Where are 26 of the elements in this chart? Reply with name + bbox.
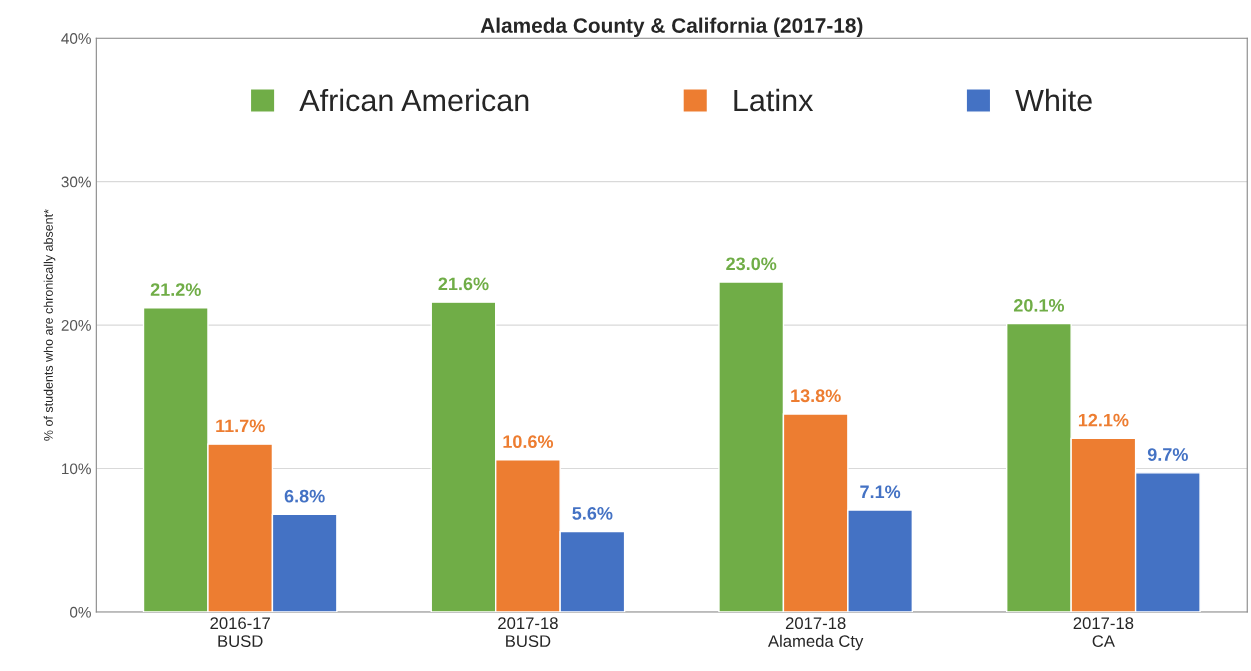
x-tick-label: 2017-18 CA bbox=[1073, 617, 1134, 648]
data-label: 21.6% bbox=[438, 277, 489, 291]
data-label: 12.1% bbox=[1078, 413, 1129, 427]
data-label: 23.0% bbox=[726, 257, 777, 271]
x-tick-label: 2017-18 BUSD bbox=[498, 617, 558, 648]
y-tick-label: 20% bbox=[61, 319, 91, 331]
data-label: 10.6% bbox=[503, 435, 554, 449]
legend-label: White bbox=[1015, 88, 1092, 112]
y-tick-label: 10% bbox=[62, 463, 91, 475]
data-label: 13.8% bbox=[791, 389, 841, 403]
chart-title: Alameda County & California (2017-18) bbox=[480, 17, 863, 38]
legend-label: African American bbox=[299, 88, 529, 112]
data-label: 20.1% bbox=[1013, 298, 1065, 312]
x-tick-label: 2016-17 BUSD bbox=[210, 617, 270, 648]
legend-label: Latinx bbox=[734, 88, 814, 112]
y-tick-label: 0% bbox=[69, 606, 91, 618]
data-label: 21.2% bbox=[150, 283, 201, 296]
data-label: 9.7% bbox=[1147, 448, 1188, 461]
x-tick-label: 2017-18 Alameda Cty bbox=[767, 617, 864, 651]
data-label: 11.7% bbox=[216, 419, 265, 433]
data-label: 5.6% bbox=[572, 506, 613, 520]
y-axis-title: % of students who are chronically absent* bbox=[43, 209, 56, 441]
data-label: 6.8% bbox=[284, 489, 325, 503]
y-tick-label: 40% bbox=[61, 33, 91, 44]
data-label: 7.1% bbox=[860, 485, 901, 499]
y-tick-label: 30% bbox=[61, 176, 91, 188]
